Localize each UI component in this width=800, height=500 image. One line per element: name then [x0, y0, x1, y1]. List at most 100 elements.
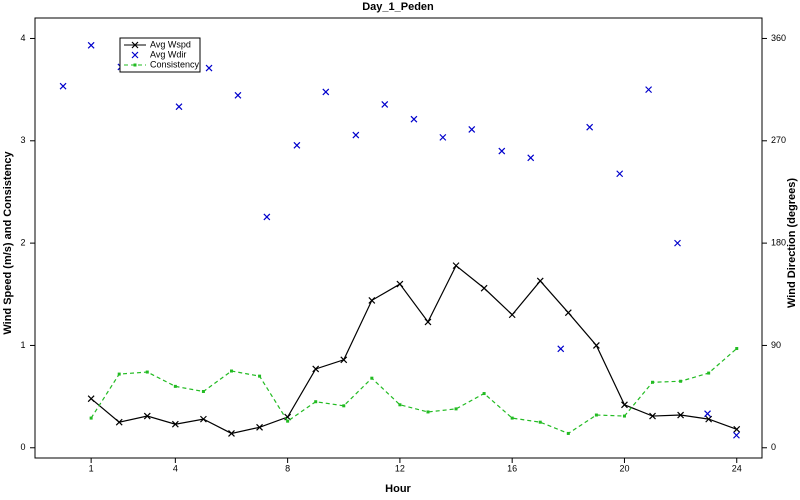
series-line [90, 264, 737, 435]
marker [342, 404, 346, 408]
marker [592, 342, 600, 349]
marker [256, 423, 263, 431]
marker [527, 154, 535, 162]
marker [674, 239, 681, 247]
y-axis-label: Wind Speed (m/s) and Consistency [2, 150, 14, 334]
marker [508, 311, 516, 319]
marker [704, 410, 711, 418]
marker [352, 131, 360, 139]
marker [538, 420, 542, 424]
marker [229, 369, 233, 373]
marker [314, 400, 318, 404]
marker [175, 103, 183, 111]
y2-tick-label: 0 [771, 442, 776, 452]
marker [480, 284, 488, 292]
marker [679, 379, 683, 383]
y-tick-label: 2 [20, 237, 25, 247]
marker [557, 345, 565, 353]
marker [454, 407, 458, 411]
legend-label: Avg Wspd [150, 39, 191, 49]
marker [59, 82, 67, 90]
marker [621, 401, 628, 409]
x-tick-label: 8 [285, 463, 290, 473]
y-tick-label: 3 [20, 135, 25, 145]
y2-tick-label: 180 [771, 237, 786, 247]
marker [201, 389, 205, 393]
marker [410, 115, 418, 123]
marker [145, 370, 149, 374]
marker [381, 100, 389, 108]
marker [616, 170, 624, 178]
marker [594, 413, 598, 417]
marker [677, 411, 685, 419]
marker [89, 416, 93, 420]
marker [439, 133, 447, 141]
legend-label: Avg Wdir [150, 49, 186, 59]
y2-tick-label: 360 [771, 33, 786, 43]
marker [258, 374, 262, 378]
marker [115, 418, 123, 426]
y2-tick-label: 270 [771, 135, 786, 145]
marker [398, 403, 402, 407]
plot-frame [34, 17, 763, 459]
marker [87, 395, 95, 403]
y-tick-label: 1 [20, 340, 25, 350]
marker [482, 392, 486, 396]
x-tick-label: 12 [395, 463, 405, 473]
marker [586, 123, 594, 131]
marker [234, 91, 242, 99]
marker [133, 63, 137, 67]
x-tick-label: 1 [89, 463, 94, 473]
x-tick-label: 16 [507, 463, 517, 473]
marker [498, 147, 506, 155]
marker [117, 372, 121, 376]
marker [536, 277, 544, 285]
y2-tick-label: 90 [771, 340, 781, 350]
marker [396, 280, 404, 288]
x-axis-label: Hour [385, 483, 411, 495]
marker [370, 376, 374, 380]
marker [368, 296, 376, 304]
marker [263, 213, 271, 221]
marker [735, 347, 739, 351]
marker [312, 365, 320, 373]
marker [452, 262, 460, 270]
marker [733, 431, 740, 439]
marker [340, 356, 348, 364]
marker [228, 430, 235, 437]
marker [645, 86, 653, 94]
x-tick-label: 24 [732, 463, 742, 473]
x-tick-label: 4 [173, 463, 178, 473]
marker [566, 431, 570, 435]
marker [707, 371, 711, 375]
marker [131, 41, 139, 49]
marker [705, 415, 713, 423]
marker [87, 41, 95, 49]
marker [651, 380, 655, 384]
marker [286, 419, 290, 423]
marker [649, 412, 656, 420]
marker [199, 415, 207, 423]
marker [564, 309, 572, 317]
series-line [90, 348, 738, 435]
y2-axis-label: Wind Direction (degrees) [786, 178, 798, 308]
chart-title: Day_1_Peden [362, 1, 434, 13]
marker [733, 425, 741, 433]
marker [468, 125, 476, 133]
marker [426, 410, 430, 414]
marker [322, 88, 330, 96]
marker [171, 420, 179, 428]
legend-label: Consistency [150, 59, 200, 69]
marker [622, 414, 626, 418]
x-tick-label: 20 [619, 463, 629, 473]
marker [293, 141, 301, 149]
marker [131, 51, 139, 59]
y-tick-label: 4 [20, 33, 25, 43]
marker [173, 384, 177, 388]
marker [510, 416, 514, 420]
marker [143, 412, 151, 420]
marker [424, 318, 432, 326]
y-tick-label: 0 [20, 442, 25, 452]
marker [205, 64, 213, 72]
